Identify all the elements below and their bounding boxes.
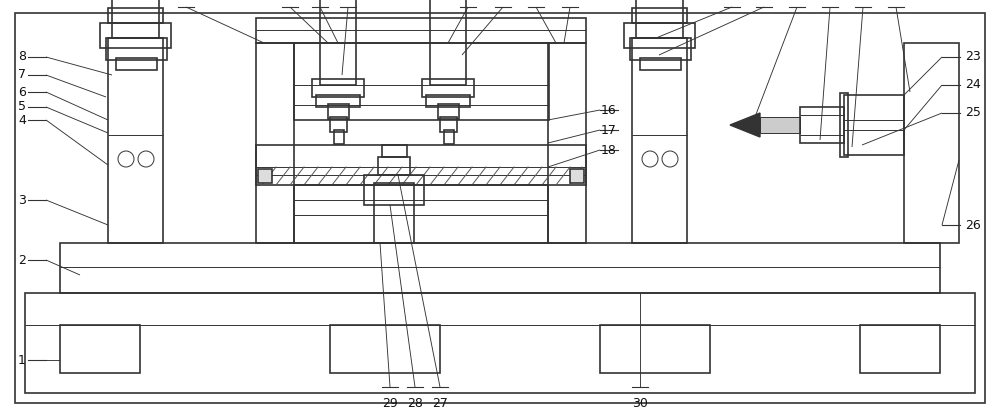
Text: 5: 5 <box>760 0 768 3</box>
Bar <box>624 23 695 48</box>
Text: 6: 6 <box>18 85 26 98</box>
Bar <box>116 58 157 70</box>
Text: 8: 8 <box>18 51 26 63</box>
Bar <box>328 104 349 119</box>
Text: 27: 27 <box>432 397 448 410</box>
Text: 13: 13 <box>460 0 476 3</box>
Text: 20: 20 <box>822 0 838 3</box>
Bar <box>106 38 167 60</box>
Bar <box>382 145 407 157</box>
Bar <box>108 38 163 243</box>
Bar <box>426 95 470 107</box>
Bar <box>100 23 171 48</box>
Text: 18: 18 <box>601 144 617 156</box>
Bar <box>112 0 159 38</box>
Bar <box>632 38 687 243</box>
Bar <box>294 43 549 120</box>
Bar <box>800 107 844 143</box>
Text: 10: 10 <box>282 0 298 3</box>
Text: 12: 12 <box>340 0 356 3</box>
Bar <box>548 43 586 243</box>
Text: 29: 29 <box>382 397 398 410</box>
Text: 15: 15 <box>528 0 544 3</box>
Bar <box>438 104 459 119</box>
Bar <box>316 95 360 107</box>
Bar <box>844 95 904 155</box>
Bar <box>570 169 584 183</box>
Text: 19: 19 <box>789 0 805 3</box>
Bar <box>632 8 687 23</box>
Bar <box>444 130 454 144</box>
Bar <box>256 43 294 243</box>
Bar <box>422 79 474 97</box>
Bar <box>600 325 710 373</box>
Bar <box>320 0 356 85</box>
Bar <box>440 117 457 132</box>
Text: 30: 30 <box>632 397 648 410</box>
Bar <box>330 325 440 373</box>
Bar <box>374 183 414 243</box>
Bar <box>294 185 548 243</box>
Text: 21: 21 <box>855 0 871 3</box>
Bar <box>904 43 959 243</box>
Text: 24: 24 <box>965 78 981 91</box>
Bar <box>25 293 975 393</box>
Bar <box>430 0 466 85</box>
Polygon shape <box>730 113 760 137</box>
Bar <box>258 169 272 183</box>
Text: 3: 3 <box>18 193 26 207</box>
Text: 28: 28 <box>407 397 423 410</box>
Bar <box>256 18 586 43</box>
Text: 7: 7 <box>18 68 26 81</box>
Bar <box>334 130 344 144</box>
Text: 22: 22 <box>888 0 904 3</box>
Bar <box>636 0 683 38</box>
Text: 9: 9 <box>566 0 574 3</box>
Text: 14: 14 <box>495 0 511 3</box>
Text: 16: 16 <box>601 103 617 117</box>
Bar <box>840 93 848 157</box>
Bar <box>60 325 140 373</box>
Bar <box>108 8 163 23</box>
Text: 25: 25 <box>965 107 981 120</box>
Bar <box>640 58 681 70</box>
Bar <box>60 243 940 293</box>
Text: 9: 9 <box>182 0 190 3</box>
Bar <box>312 79 364 97</box>
Text: 1: 1 <box>18 354 26 366</box>
Bar <box>630 38 691 60</box>
Text: 23: 23 <box>965 51 981 63</box>
Bar <box>378 157 410 175</box>
Text: 4: 4 <box>18 113 26 127</box>
Text: 17: 17 <box>601 124 617 137</box>
Bar <box>330 117 347 132</box>
Text: 11: 11 <box>312 0 328 3</box>
Bar <box>760 117 800 133</box>
Bar <box>256 145 586 185</box>
Bar <box>860 325 940 373</box>
Text: 2: 2 <box>18 254 26 266</box>
Text: 8: 8 <box>728 0 736 3</box>
Text: 26: 26 <box>965 219 981 232</box>
Text: 5: 5 <box>18 100 26 113</box>
Bar <box>364 175 424 205</box>
